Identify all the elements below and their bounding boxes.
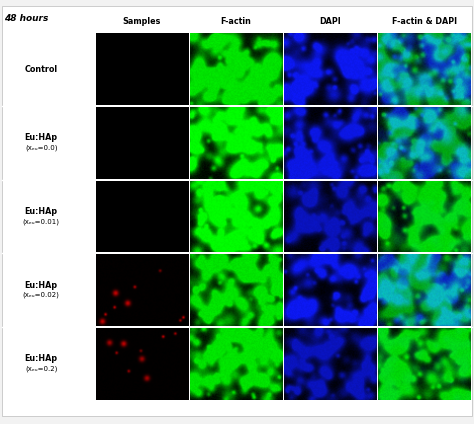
Text: Eu:HAp: Eu:HAp xyxy=(25,281,58,290)
Text: (xₑᵤ=0.2): (xₑᵤ=0.2) xyxy=(25,365,57,372)
Text: Eu:HAp: Eu:HAp xyxy=(25,133,58,142)
Text: (xₑᵤ=0.02): (xₑᵤ=0.02) xyxy=(23,292,60,298)
Text: 48 hours: 48 hours xyxy=(4,14,48,22)
Text: DAPI: DAPI xyxy=(319,17,341,26)
Text: F-actin: F-actin xyxy=(221,17,252,26)
Text: Eu:HAp: Eu:HAp xyxy=(25,207,58,216)
Text: F-actin & DAPI: F-actin & DAPI xyxy=(392,17,457,26)
Text: (xₑᵤ=0.01): (xₑᵤ=0.01) xyxy=(23,218,60,225)
Text: Eu:HAp: Eu:HAp xyxy=(25,354,58,363)
Text: Control: Control xyxy=(25,64,58,74)
Text: 200 μm: 200 μm xyxy=(433,394,457,399)
Text: Samples: Samples xyxy=(123,17,161,26)
Text: (xₑᵤ=0.0): (xₑᵤ=0.0) xyxy=(25,145,57,151)
